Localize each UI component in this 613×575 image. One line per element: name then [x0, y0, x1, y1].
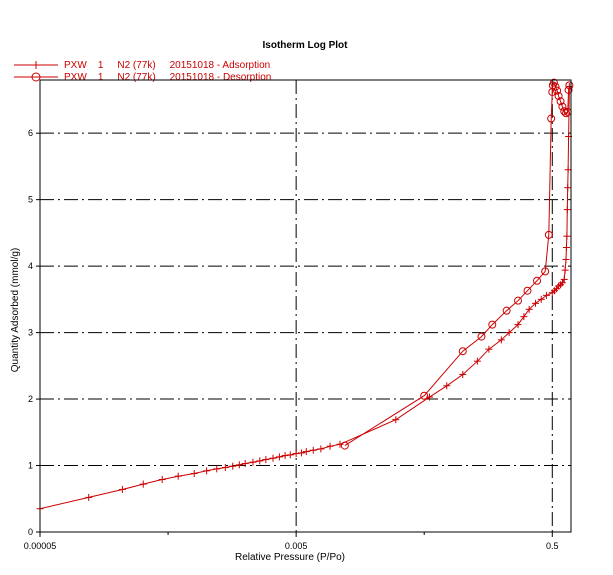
chart-title: Isotherm Log Plot [263, 40, 349, 51]
desorption-point [554, 91, 563, 100]
y-tick-label: 2 [28, 394, 33, 404]
desorption-point [565, 81, 574, 90]
adsorption-point [336, 440, 344, 448]
adsorption-point [269, 454, 277, 462]
adsorption-point [292, 450, 300, 458]
adsorption-point [302, 448, 310, 456]
adsorption-point [558, 279, 566, 287]
adsorption-point [118, 485, 126, 493]
adsorption-point [532, 299, 540, 307]
desorption-point [514, 296, 523, 305]
adsorption-point [190, 470, 198, 478]
adsorption-point [241, 460, 249, 468]
desorption-point [523, 286, 532, 295]
adsorption-point [286, 451, 294, 459]
desorption-point [558, 102, 567, 111]
adsorption-point [85, 493, 93, 501]
desorption-point [420, 391, 429, 400]
legend-adsorption-label: PXW 1 N2 (77k) 20151018 - Adsorption [64, 60, 270, 71]
desorption-point [544, 230, 553, 239]
adsorption-point [326, 442, 334, 450]
desorption-point [556, 97, 565, 106]
adsorption-point [317, 445, 325, 453]
desorption-point [340, 441, 349, 450]
y-tick-label: 0 [28, 527, 33, 537]
y-tick-label: 3 [28, 328, 33, 338]
adsorption-point [497, 336, 505, 344]
adsorption-point [158, 475, 166, 483]
y-tick-label: 5 [28, 195, 33, 205]
plot-frame [39, 79, 572, 533]
desorption-point [562, 109, 571, 118]
adsorption-point [562, 244, 570, 252]
adsorption-point [514, 321, 522, 329]
legend-desorption-label: PXW 1 N2 (77k) 20151018 - Desorption [64, 72, 271, 83]
desorption-point [564, 85, 573, 94]
adsorption-point [537, 295, 545, 303]
adsorption-point [564, 184, 572, 192]
desorption-point [541, 267, 550, 276]
desorption-line [344, 81, 570, 447]
desorption-point [560, 107, 569, 116]
adsorption-point [505, 329, 513, 337]
adsorption-point [392, 416, 400, 424]
adsorption-point [542, 291, 550, 299]
adsorption-point [139, 480, 147, 488]
grid [40, 80, 571, 532]
adsorption-line [39, 86, 570, 510]
legend: PXW 1 N2 (77k) 20151018 - Adsorption PXW… [14, 60, 271, 83]
adsorption-point [203, 467, 211, 475]
desorption-point [458, 347, 467, 356]
adsorption-point [249, 458, 257, 466]
adsorption-point [485, 345, 493, 353]
y-tick-label: 4 [28, 261, 33, 271]
adsorption-point [564, 166, 572, 174]
series-layer [36, 78, 574, 513]
adsorption-point [443, 382, 451, 390]
adsorption-point [174, 472, 182, 480]
adsorption-point [297, 449, 305, 457]
desorption-point [488, 320, 497, 329]
adsorption-point [256, 457, 264, 465]
adsorption-point [560, 275, 568, 283]
y-tick-label: 1 [28, 461, 33, 471]
x-tick-label: 0.5 [546, 541, 559, 551]
x-tick-label: 0.005 [285, 541, 308, 551]
adsorption-point [562, 255, 570, 263]
adsorption-point [309, 446, 317, 454]
adsorption-point [459, 370, 467, 378]
adsorption-point [520, 313, 528, 321]
adsorption-point [235, 461, 243, 469]
desorption-point [548, 81, 557, 90]
adsorption-point [561, 266, 569, 274]
adsorption-point [262, 456, 270, 464]
adsorption-point [281, 452, 289, 460]
desorption-point [502, 306, 511, 315]
x-axis-label: Relative Pressure (P/Po) [235, 552, 345, 563]
y-axis-label: Quantity Adsorbed (mmol/g) [10, 248, 21, 373]
legend-desorption-marker [31, 72, 41, 82]
adsorption-point [275, 453, 283, 461]
adsorption-point [229, 462, 237, 470]
adsorption-point [221, 464, 229, 472]
desorption-point [553, 86, 562, 95]
desorption-point [548, 87, 557, 96]
adsorption-point [525, 305, 533, 313]
adsorption-point [213, 465, 221, 473]
x-tick-label: 0.00005 [24, 541, 57, 551]
axes: 0 1 2 3 4 5 6 0.00005 0.005 0.5 [24, 79, 572, 551]
y-tick-label: 6 [28, 128, 33, 138]
adsorption-point [473, 357, 481, 365]
desorption-point [477, 332, 486, 341]
desorption-point [547, 114, 556, 123]
adsorption-point [563, 206, 571, 214]
adsorption-point [563, 232, 571, 240]
desorption-point [533, 276, 542, 285]
